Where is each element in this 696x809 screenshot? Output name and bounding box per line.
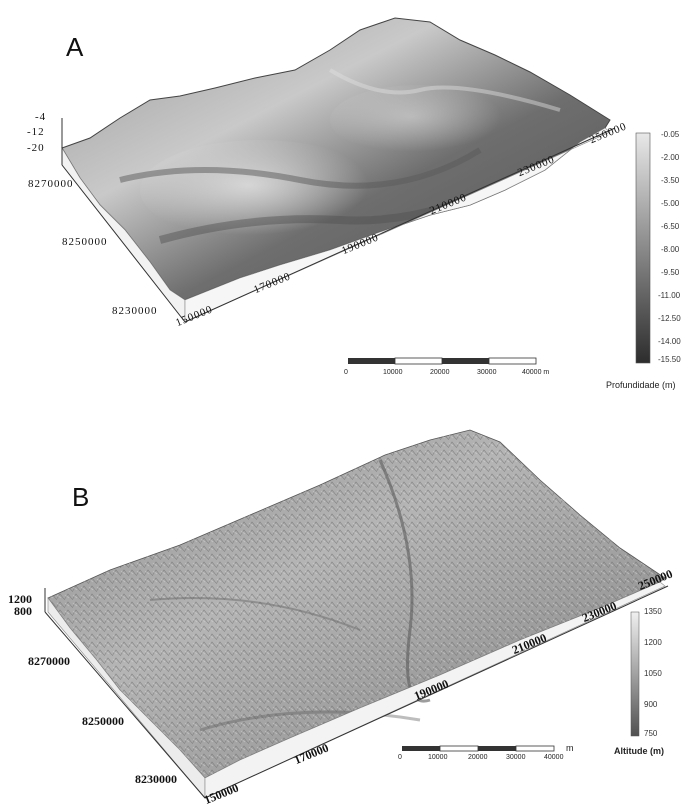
panel-a: A -4 -12 -20 8270000 8250000 8230000 150…: [0, 0, 696, 400]
y-tick-label: 8250000: [82, 714, 124, 728]
panel-letter: A: [66, 32, 84, 62]
panel-letter: B: [72, 482, 90, 512]
colorbar-tick: -3.50: [661, 176, 680, 185]
scale-bar: [402, 745, 555, 752]
scale-bar-label: 30000: [477, 369, 497, 376]
colorbar-tick: -11.00: [658, 291, 681, 300]
depth-colorbar: [635, 132, 651, 364]
scale-bar-label: 40000 m: [522, 369, 550, 376]
z-tick-label: -4: [35, 111, 47, 123]
bathymetry-surface-plot: [61, 17, 651, 365]
scale-bar-unit: m: [566, 743, 574, 753]
colorbar-tick: -0.05: [661, 130, 680, 139]
colorbar-tick: 750: [644, 729, 658, 738]
z-tick-label: 1200: [8, 592, 32, 606]
colorbar-tick: -8.00: [661, 245, 680, 254]
scale-bar-label: 20000: [468, 754, 488, 761]
z-tick-label: -12: [27, 126, 45, 138]
colorbar-tick: -15.50: [658, 355, 681, 364]
colorbar-tick: 1050: [644, 669, 662, 678]
colorbar-tick: -5.00: [661, 199, 680, 208]
colorbar-title: Profundidade (m): [606, 380, 676, 390]
scale-bar: [348, 357, 537, 365]
colorbar-tick: -14.00: [658, 337, 681, 346]
y-tick-label: 8230000: [112, 305, 158, 317]
colorbar-tick: 900: [644, 700, 658, 709]
z-tick-label: -20: [27, 142, 45, 154]
z-tick-label: 800: [14, 604, 32, 618]
scale-bar-label: 30000: [506, 754, 526, 761]
colorbar-tick: -2.00: [661, 153, 680, 162]
colorbar-tick: -6.50: [661, 222, 680, 231]
scale-bar-label: 10000: [428, 754, 448, 761]
y-tick-label: 8270000: [28, 654, 70, 668]
scale-bar-label: 10000: [383, 369, 403, 376]
colorbar-title: Altitude (m): [614, 746, 664, 756]
scale-bar-label: 20000: [430, 369, 450, 376]
y-tick-label: 8250000: [62, 236, 108, 248]
colorbar-tick: -9.50: [661, 268, 680, 277]
panel-b: B 1200 800 8270000 8250000 8230000 15000…: [0, 400, 696, 809]
altitude-colorbar: [630, 611, 640, 737]
scale-bar-label: 40000: [544, 754, 564, 761]
scale-bar-label: 0: [344, 369, 348, 376]
colorbar-tick: -12.50: [658, 314, 681, 323]
scale-bar-label: 0: [398, 754, 402, 761]
colorbar-tick: 1350: [644, 607, 662, 616]
colorbar-tick: 1200: [644, 638, 662, 647]
elevation-surface-plot: [44, 429, 669, 799]
y-tick-label: 8230000: [135, 772, 177, 786]
y-tick-label: 8270000: [28, 178, 74, 190]
